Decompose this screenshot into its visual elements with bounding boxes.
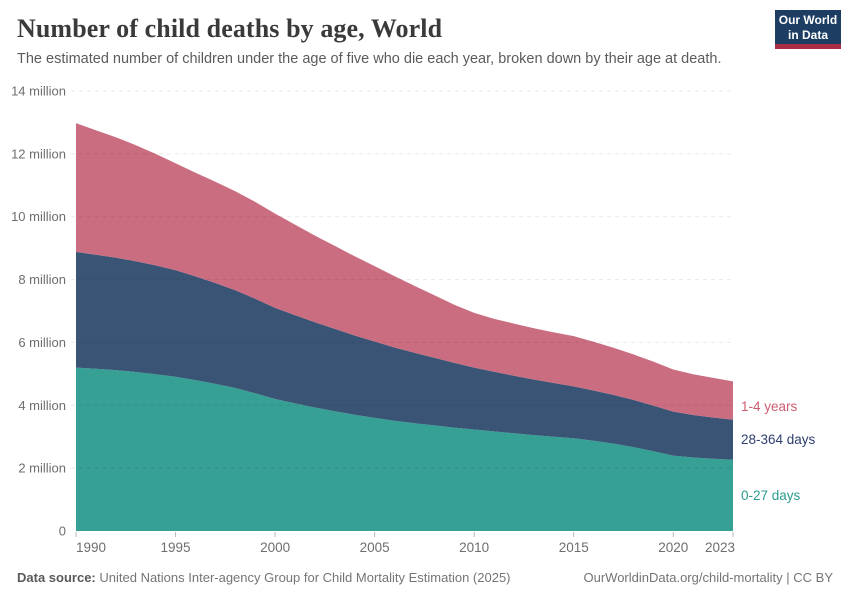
y-axis-tick-label: 4 million — [18, 398, 66, 413]
x-axis-tick-label: 2015 — [559, 540, 589, 555]
area-series-28-364-days — [76, 251, 733, 460]
legend-label-28-364-days: 28-364 days — [741, 432, 816, 447]
y-axis-tick-label: 0 — [59, 524, 66, 539]
stacked-area-chart: 0 2 million 4 million 6 million 8 million 10 … — [11, 84, 816, 556]
y-axis-tick-label: 12 million — [11, 146, 66, 161]
y-axis-tick-label: 6 million — [18, 335, 66, 350]
data-source-text: United Nations Inter-agency Group for Ch… — [99, 569, 511, 585]
area-series-0-27-days — [76, 367, 733, 531]
x-axis-tick-label: 1995 — [161, 540, 191, 555]
area-series-1-4-years — [76, 123, 733, 420]
footer-url-link[interactable]: OurWorldinData.org/child-mortality | CC … — [583, 569, 834, 585]
owid-logo-accent-bar — [775, 44, 841, 49]
owid-logo-line2: in Data — [787, 27, 828, 42]
x-axis-tick-label: 2023 — [705, 540, 735, 555]
chart-footer: Data source: United Nations Inter-agency… — [17, 566, 833, 588]
data-source-label: Data source: — [17, 569, 96, 585]
x-axis-tick-label: 2020 — [658, 540, 688, 555]
page-title: Number of child deaths by age, World — [17, 14, 443, 43]
legend-label-0-27-days: 0-27 days — [741, 488, 801, 503]
x-axis-tick-label: 2010 — [459, 540, 489, 555]
owid-logo[interactable]: Our World in Data — [775, 10, 841, 49]
owid-logo-line1: Our World — [778, 13, 838, 27]
legend-label-1-4-years: 1-4 years — [741, 399, 798, 414]
chart-subtitle: The estimated number of children under t… — [17, 51, 722, 67]
x-axis-tick-label: 2000 — [260, 540, 290, 555]
y-axis-tick-label: 14 million — [11, 84, 66, 99]
x-axis-tick-label: 2005 — [360, 540, 390, 555]
y-axis-tick-label: 10 million — [11, 209, 66, 224]
data-source: Data source: United Nations Inter-agency… — [17, 570, 511, 585]
x-axis-tick-label: 1990 — [76, 540, 106, 555]
owid-logo-text: Our World in Data — [775, 10, 841, 44]
y-axis-tick-label: 8 million — [18, 272, 66, 287]
y-axis-tick-label: 2 million — [18, 461, 66, 476]
